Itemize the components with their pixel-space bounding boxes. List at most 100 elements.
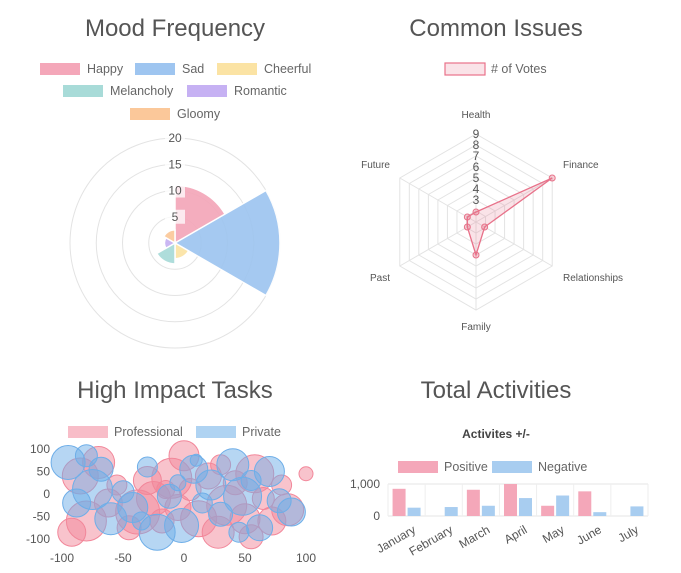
polar-segment-gloomy bbox=[162, 229, 176, 245]
radar-axis-label-finance: Finance bbox=[563, 160, 599, 171]
total-activities-title: Total Activities bbox=[421, 377, 572, 404]
legend-label-votes: # of Votes bbox=[491, 62, 547, 76]
mood-frequency-title: Mood Frequency bbox=[85, 15, 265, 42]
high-impact-tasks-bubbles bbox=[50, 440, 314, 551]
polar-segment-sad bbox=[173, 189, 281, 297]
legend-swatch-romantic bbox=[187, 85, 227, 97]
bubble-y-tick-0: 0 bbox=[43, 487, 50, 501]
bar-positive-april bbox=[504, 484, 517, 516]
radar-axis-label-health: Health bbox=[462, 110, 491, 121]
bubble-private-21 bbox=[276, 497, 306, 527]
legend-label-private: Private bbox=[242, 425, 281, 439]
bar-negative-june bbox=[593, 512, 607, 516]
mood-frequency-legend: Happy Sad Cheerful Melancholy Romantic Gloomy bbox=[40, 62, 311, 121]
bubble-private-24 bbox=[131, 511, 151, 531]
radar-tick-4: 4 bbox=[473, 182, 480, 196]
bubble-professional-26 bbox=[57, 517, 87, 547]
bubble-private-7 bbox=[136, 456, 158, 478]
bar-x-tick-may: May bbox=[540, 522, 567, 545]
bubble-private-10 bbox=[164, 508, 200, 543]
radar-point-finance bbox=[548, 174, 556, 182]
radar-spoke-past bbox=[399, 221, 477, 267]
bar-negative-july bbox=[630, 506, 644, 516]
bubble-private-18 bbox=[246, 514, 274, 542]
radar-axis-label-past: Past bbox=[370, 273, 390, 284]
legend-swatch-melancholy bbox=[63, 85, 103, 97]
radar-tick-8: 8 bbox=[473, 138, 480, 152]
bar-y-tick-1000: 1,000 bbox=[350, 477, 380, 491]
radial-tick-backdrop-5 bbox=[165, 209, 185, 224]
bubble-y-tick--100: -100 bbox=[26, 532, 50, 546]
bar-x-tick-june: June bbox=[574, 522, 604, 547]
radial-tick-10: 10 bbox=[168, 184, 182, 198]
bubble-x-tick-50: 50 bbox=[238, 551, 252, 565]
legend-swatch-cheerful bbox=[217, 63, 257, 75]
radial-tick-backdrop-15 bbox=[165, 157, 185, 172]
bar-negative-april bbox=[519, 498, 532, 516]
common-issues-title: Common Issues bbox=[409, 15, 582, 42]
bubble-y-tick--50: -50 bbox=[33, 510, 51, 524]
bubble-private-26 bbox=[169, 474, 187, 492]
total-activities-chart: Total Activities Activites +/- Positive N… bbox=[350, 377, 649, 559]
bar-x-tick-march: March bbox=[456, 522, 492, 551]
total-activities-legend: Positive Negative bbox=[398, 460, 587, 474]
bubble-professional-25 bbox=[298, 466, 314, 482]
legend-label-cheerful: Cheerful bbox=[264, 62, 311, 76]
bubble-private-22 bbox=[74, 444, 98, 468]
radar-point-health bbox=[472, 208, 480, 216]
legend-label-professional: Professional bbox=[114, 425, 183, 439]
radar-spoke-future bbox=[399, 177, 477, 223]
legend-label-sad: Sad bbox=[182, 62, 204, 76]
bubble-private-19 bbox=[253, 456, 285, 487]
mood-frequency-chart: Mood Frequency Happy Sad Cheerful Melanchol… bbox=[40, 15, 311, 349]
legend-swatch-gloomy bbox=[130, 108, 170, 120]
bubble-y-tick-100: 100 bbox=[30, 442, 50, 456]
radar-point-future bbox=[463, 213, 471, 221]
radial-tick-5: 5 bbox=[172, 210, 179, 224]
bar-negative-may bbox=[556, 495, 570, 516]
bubble-x-tick--100: -100 bbox=[50, 551, 74, 565]
radial-tick-backdrop-10 bbox=[165, 183, 185, 198]
radar-tick-3: 3 bbox=[473, 193, 480, 207]
radar-spoke-relationships bbox=[475, 221, 553, 267]
polar-segment-melancholy bbox=[155, 241, 176, 265]
bubble-x-tick-100: 100 bbox=[296, 551, 316, 565]
radar-tick-6: 6 bbox=[473, 160, 480, 174]
high-impact-tasks-title: High Impact Tasks bbox=[77, 377, 273, 404]
bar-positive-may bbox=[541, 505, 555, 516]
bar-x-tick-july: July bbox=[615, 522, 640, 545]
legend-label-happy: Happy bbox=[87, 62, 124, 76]
bar-negative-february bbox=[444, 507, 458, 516]
radial-tick-15: 15 bbox=[168, 157, 182, 171]
legend-swatch-private bbox=[196, 426, 236, 438]
bubble-x-tick-0: 0 bbox=[181, 551, 188, 565]
legend-swatch-positive bbox=[398, 461, 438, 473]
bar-positive-june bbox=[578, 491, 592, 516]
radial-tick-20: 20 bbox=[168, 131, 182, 145]
bubble-private-13 bbox=[195, 469, 227, 501]
total-activities-bars bbox=[392, 484, 644, 516]
radar-tick-7: 7 bbox=[473, 149, 480, 163]
radar-point-relationships bbox=[481, 223, 489, 231]
legend-swatch-sad bbox=[135, 63, 175, 75]
radar-point-past bbox=[463, 223, 471, 231]
radar-axis-label-family: Family bbox=[461, 322, 490, 333]
mood-frequency-segments bbox=[155, 184, 281, 297]
legend-label-melancholy: Melancholy bbox=[110, 84, 174, 98]
bar-x-tick-april: April bbox=[502, 522, 530, 546]
bubble-x-tick--50: -50 bbox=[114, 551, 132, 565]
high-impact-tasks-chart: High Impact Tasks Professional Private 10… bbox=[26, 377, 316, 565]
common-issues-series bbox=[463, 174, 556, 259]
radar-point-family bbox=[472, 251, 480, 259]
legend-swatch-happy bbox=[40, 63, 80, 75]
bubble-private-14 bbox=[208, 501, 234, 527]
common-issues-axis-labels: Health Finance Relationships Family Past Futu… bbox=[361, 110, 623, 333]
high-impact-tasks-legend: Professional Private bbox=[68, 425, 281, 439]
legend-label-negative: Negative bbox=[538, 460, 587, 474]
legend-label-gloomy: Gloomy bbox=[177, 107, 221, 121]
high-impact-tasks-axes: 100 50 0 -50 -100-100 -50 0 50 100 bbox=[26, 442, 316, 565]
bar-negative-march bbox=[481, 505, 495, 516]
radar-tick-9: 9 bbox=[473, 127, 480, 141]
